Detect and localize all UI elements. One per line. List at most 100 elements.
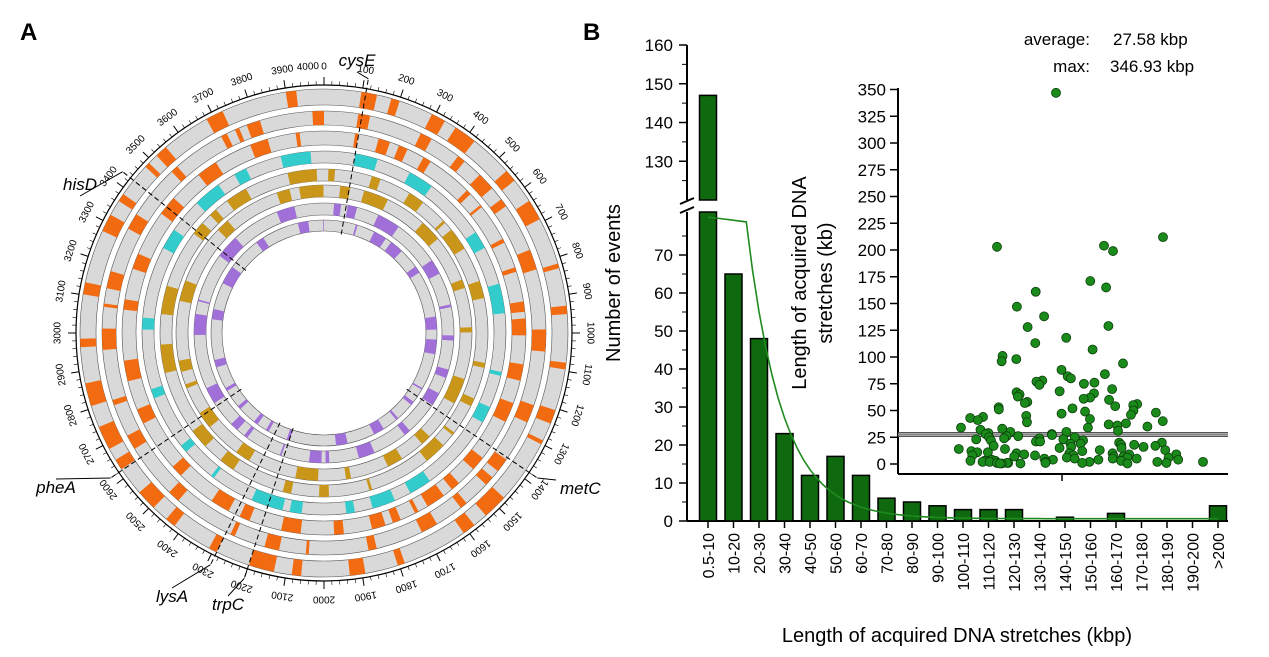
scale-tick xyxy=(481,523,485,528)
scale-tick-label: 0 xyxy=(321,62,327,73)
scale-tick-label: 2800 xyxy=(62,402,79,427)
scale-tick xyxy=(385,88,387,93)
scale-tick xyxy=(140,160,144,164)
scatter-point xyxy=(1158,232,1168,243)
gene-label: hisD xyxy=(63,175,97,194)
scatter-point xyxy=(1078,393,1089,404)
track-segment xyxy=(289,499,304,514)
track-segment xyxy=(345,205,358,219)
scatter-point xyxy=(1022,417,1032,428)
x-tick-label: 50-60 xyxy=(829,533,846,574)
scale-tick xyxy=(92,232,97,235)
scatter-point xyxy=(1116,443,1127,453)
scale-tick xyxy=(559,409,568,413)
track-segment xyxy=(434,220,446,231)
y-tick-label: 70 xyxy=(654,246,673,265)
track-segment xyxy=(443,375,465,404)
scale-tick xyxy=(230,563,233,568)
track-segment xyxy=(490,238,505,249)
track-segment xyxy=(160,343,177,374)
track-segment xyxy=(297,221,310,234)
inset-y-axis-title: Length of acquired DNA xyxy=(789,176,811,390)
y-tick-label: 10 xyxy=(654,474,673,493)
x-tick-label: 70-80 xyxy=(880,533,897,574)
track-segment xyxy=(526,433,544,445)
track-segment xyxy=(248,549,278,572)
scatter-point xyxy=(1142,421,1153,432)
track-segment xyxy=(145,162,161,178)
bar xyxy=(928,505,947,522)
track-segment xyxy=(490,199,507,215)
gene-leader-line xyxy=(55,477,111,480)
track-segment xyxy=(402,395,414,405)
y-axis-title: Number of events xyxy=(603,204,625,362)
track-segment xyxy=(366,478,373,491)
scatter-point xyxy=(1089,377,1100,388)
track-segment xyxy=(353,133,359,148)
track-segment xyxy=(161,198,185,222)
scale-tick xyxy=(253,90,256,95)
scatter-point xyxy=(1058,434,1069,445)
track-segment xyxy=(535,405,556,424)
track-segment xyxy=(475,468,493,485)
scale-tick xyxy=(169,133,173,138)
track-segment xyxy=(197,299,210,305)
scale-tick xyxy=(567,379,572,381)
gene-label: cysE xyxy=(339,51,377,70)
scale-tick xyxy=(223,560,226,565)
scatter-point xyxy=(1100,369,1110,380)
track-segment xyxy=(406,266,420,279)
track-segment xyxy=(225,382,237,392)
track-segment xyxy=(397,421,410,435)
inset-y-tick-label: 25 xyxy=(867,428,886,447)
average-label: average: xyxy=(1024,30,1090,49)
scale-tick xyxy=(392,571,395,576)
scatter-point xyxy=(1118,358,1128,369)
scale-tick-label: 3700 xyxy=(191,86,216,106)
scale-tick xyxy=(499,508,506,515)
x-tick-label: 20-30 xyxy=(752,533,769,574)
scatter-point xyxy=(1108,246,1118,256)
x-tick-label: 170-180 xyxy=(1135,533,1152,592)
y-tick-label: 40 xyxy=(654,360,673,379)
x-tick-label: 150-160 xyxy=(1084,533,1101,592)
scale-tick xyxy=(103,452,107,455)
inset-y-tick-label: 125 xyxy=(858,321,886,340)
scatter-point xyxy=(1093,454,1104,465)
track-ring xyxy=(142,151,506,515)
bar xyxy=(800,474,820,522)
scatter-point xyxy=(1085,276,1096,286)
track-segment xyxy=(486,451,507,472)
scatter-point xyxy=(1151,407,1161,418)
scatter-point xyxy=(1012,391,1023,402)
x-tick-label: 30-40 xyxy=(778,533,795,574)
track-segment xyxy=(360,190,388,211)
scale-tick xyxy=(106,458,111,462)
scale-tick xyxy=(557,416,562,419)
track-segment xyxy=(468,280,485,301)
scale-tick-label: 4000 xyxy=(296,61,319,74)
scale-tick xyxy=(163,138,167,143)
track-segment xyxy=(196,184,226,212)
track-segment xyxy=(239,503,255,521)
scale-tick xyxy=(443,550,446,554)
gene-leader-line xyxy=(79,171,123,197)
inset-y-tick-label: 175 xyxy=(858,268,886,287)
scale-tick xyxy=(570,301,575,303)
gene-leader-line xyxy=(537,477,557,481)
scatter-point xyxy=(1056,408,1067,419)
scale-tick xyxy=(134,166,139,170)
gene-marker-line xyxy=(406,388,538,479)
inset-y-tick-label: 225 xyxy=(858,214,886,233)
panel-a-label: A xyxy=(20,19,37,46)
track-segment xyxy=(244,426,255,438)
scatter-point xyxy=(1121,418,1131,429)
scale-tick xyxy=(86,416,91,419)
scale-tick xyxy=(463,124,466,129)
x-tick-label: 120-130 xyxy=(1007,533,1024,592)
y-tick-label: 50 xyxy=(654,322,673,341)
track-segment xyxy=(443,425,455,436)
scale-tick xyxy=(565,386,570,389)
x-tick-label: >200 xyxy=(1211,533,1228,569)
scale-tick-label: 2600 xyxy=(98,477,120,502)
